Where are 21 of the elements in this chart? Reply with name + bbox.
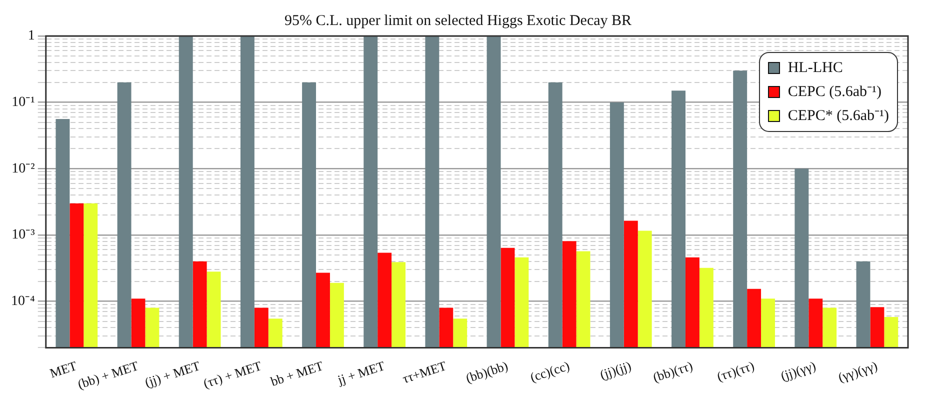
x-tick-label: bb + MET [268, 358, 326, 389]
x-tick-label: jj + MET [334, 358, 387, 388]
y-tick-label: 10⁻³ [12, 228, 35, 243]
legend-label: CEPC (5.6ab⁻¹) [788, 83, 882, 102]
x-tick-label: (bb)(bb) [464, 358, 510, 386]
x-tick-label: (jj)(jj) [598, 358, 633, 382]
y-tick-label: 10⁻⁴ [10, 294, 35, 310]
x-tick-label: (γγ)(γγ) [836, 358, 880, 385]
x-tick-label: ττ+MET [400, 358, 448, 386]
y-tick-label: 10⁻¹ [12, 95, 35, 110]
x-tick-label: (ττ) + MET [201, 358, 264, 391]
x-tick-label: (bb)(ττ) [651, 358, 694, 385]
y-tick-label: 10⁻² [12, 161, 35, 176]
x-tick-label: (ττ)(ττ) [715, 358, 756, 384]
x-tick-label: (jj)(γγ) [778, 358, 818, 384]
x-tick-label: (cc)(cc) [528, 358, 572, 385]
chart-title: 95% C.L. upper limit on selected Higgs Exotic Decay BR [284, 12, 632, 29]
legend-label: CEPC* (5.6ab⁻¹) [788, 107, 889, 126]
x-tick-label: (jj) + MET [142, 358, 202, 390]
legend-label: HL-LHC [788, 59, 843, 78]
y-tick-label: 1 [28, 28, 35, 44]
